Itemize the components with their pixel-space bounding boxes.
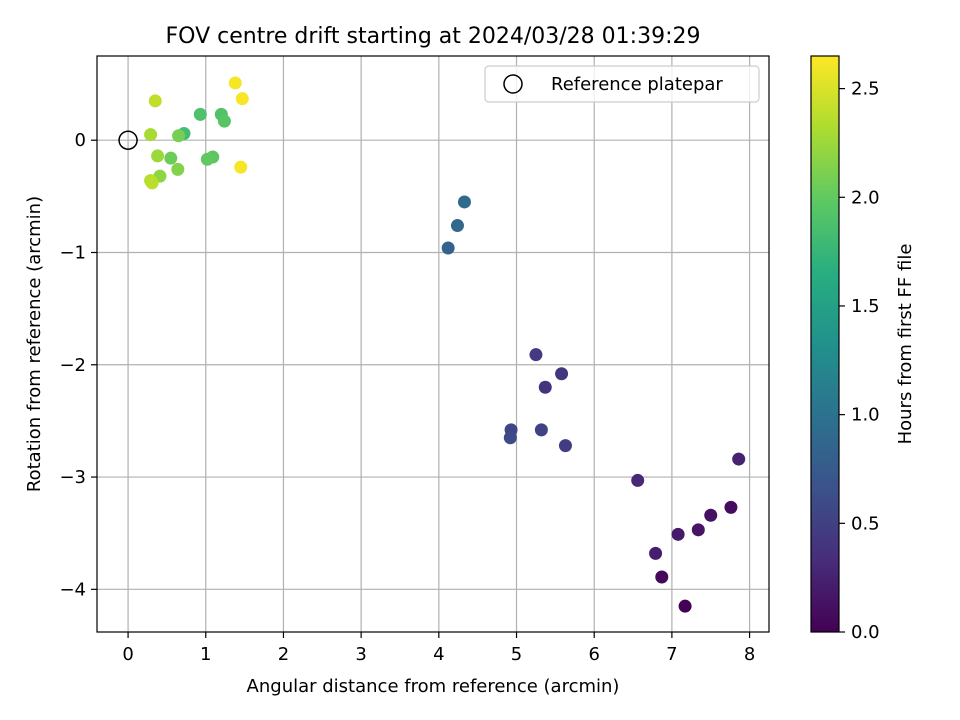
legend-entry-label: Reference platepar (551, 74, 723, 95)
x-tick-label: 6 (588, 644, 599, 665)
data-point (200, 152, 214, 166)
x-axis-label: Angular distance from reference (arcmin) (247, 676, 620, 697)
data-point (631, 473, 645, 487)
data-point (164, 151, 178, 165)
y-axis-ticks: −4 −3 −2 −1 0 (59, 130, 97, 600)
data-point (555, 367, 569, 381)
colorbar-label: Hours from first FF file (895, 244, 916, 445)
data-point (235, 92, 249, 106)
x-tick-label: 7 (666, 644, 677, 665)
colorbar-tick-label: 0.5 (851, 513, 880, 534)
data-point (529, 348, 543, 362)
legend: Reference platepar (484, 65, 760, 103)
y-tick-label: −4 (59, 579, 86, 600)
data-point (671, 527, 685, 541)
x-tick-label: 5 (511, 644, 522, 665)
data-point (691, 523, 705, 537)
x-tick-label: 2 (278, 644, 289, 665)
colorbar-tick-label: 1.5 (851, 296, 880, 317)
data-point (558, 439, 572, 453)
data-point (217, 114, 231, 128)
x-tick-label: 8 (744, 644, 755, 665)
data-point (704, 508, 718, 522)
colorbar-tick-label: 2.5 (851, 79, 880, 100)
data-point (649, 546, 663, 560)
data-point (732, 452, 746, 466)
x-tick-label: 3 (355, 644, 366, 665)
data-point (441, 241, 455, 255)
y-tick-label: −1 (59, 242, 86, 263)
colorbar-tick-label: 0.0 (851, 622, 880, 643)
data-point (172, 129, 186, 143)
y-tick-label: −3 (59, 467, 86, 488)
data-point (193, 107, 207, 121)
x-tick-label: 0 (122, 644, 133, 665)
data-point (171, 162, 185, 176)
data-point (503, 431, 517, 445)
x-axis-ticks: 0 1 2 3 4 5 6 7 8 (122, 632, 755, 665)
data-points (144, 76, 746, 613)
colorbar-ticks: 0.0 0.5 1.0 1.5 2.0 2.5 (839, 79, 880, 643)
data-point (678, 599, 692, 613)
legend-marker (503, 74, 523, 94)
y-tick-label: −2 (59, 355, 86, 376)
data-point (228, 76, 242, 90)
x-tick-label: 1 (200, 644, 211, 665)
data-point (145, 176, 159, 190)
plot-frame (96, 55, 770, 633)
x-tick-label: 4 (433, 644, 444, 665)
colorbar-gradient (810, 55, 840, 633)
reference-marker (118, 130, 138, 150)
chart-title: FOV centre drift starting at 2024/03/28 … (166, 24, 701, 49)
data-point (144, 128, 158, 142)
data-point (655, 570, 669, 584)
data-point (724, 500, 738, 514)
data-point (457, 195, 471, 209)
y-axis-label: Rotation from reference (arcmin) (24, 196, 45, 492)
data-point (234, 160, 248, 174)
data-point (450, 219, 464, 233)
colorbar-tick-label: 2.0 (851, 187, 880, 208)
colorbar: 0.0 0.5 1.0 1.5 2.0 2.5 Hours from first FF f… (810, 55, 916, 643)
legend-box (484, 65, 760, 103)
colorbar-tick-label: 1.0 (851, 405, 880, 426)
data-point (148, 94, 162, 108)
data-point (151, 149, 165, 163)
data-point (534, 423, 548, 437)
grid (97, 56, 769, 632)
y-tick-label: 0 (75, 130, 86, 151)
data-point (538, 380, 552, 394)
